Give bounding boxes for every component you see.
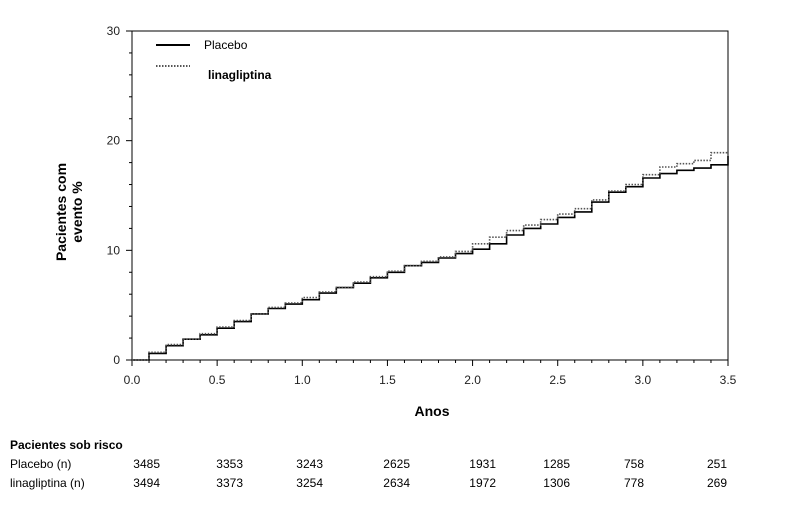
y-axis-ticks: 0 10 20 30 — [107, 24, 132, 367]
x-tick-label: 0.0 — [124, 373, 141, 387]
y-tick-label: 30 — [107, 24, 121, 38]
y-axis-title-line1: Pacientes com — [53, 163, 69, 261]
x-tick-label: 0.5 — [209, 373, 226, 387]
y-axis-title: Pacientes com evento % — [53, 163, 85, 261]
plot-area — [131, 30, 729, 361]
risk-row-linagliptina: linagliptina (n) 3494 3373 3254 2634 197… — [0, 476, 799, 492]
risk-cell: 3494 — [133, 476, 160, 490]
risk-cell: 2634 — [383, 476, 410, 490]
risk-cell: 269 — [706, 476, 727, 490]
legend-label-placebo: Placebo — [204, 38, 248, 52]
legend-label-linagliptina: linagliptina — [208, 68, 272, 82]
y-axis-title-line2: evento % — [69, 181, 85, 243]
risk-row-label: Placebo (n) — [10, 457, 72, 471]
series-lines — [132, 151, 729, 361]
survival-chart: 0 10 20 30 0.0 0.5 1.0 1.5 2.0 2.5 3.0 3.5 Placebo… — [53, 24, 737, 419]
y-tick-label: 10 — [107, 243, 121, 257]
risk-cell: 1285 — [543, 457, 570, 471]
risk-cell: 1931 — [469, 457, 496, 471]
risk-cell: 778 — [623, 476, 644, 490]
x-tick-label: 2.0 — [464, 373, 481, 387]
risk-cell: 251 — [706, 457, 727, 471]
x-axis-ticks: 0.0 0.5 1.0 1.5 2.0 2.5 3.0 3.5 — [124, 360, 737, 387]
series-line-linagliptina — [132, 151, 729, 361]
risk-cell: 1972 — [469, 476, 496, 490]
x-tick-label: 2.5 — [549, 373, 566, 387]
y-tick-label: 20 — [107, 134, 121, 148]
risk-cell: 3254 — [296, 476, 323, 490]
risk-table-title: Pacientes sob risco — [10, 438, 123, 452]
x-tick-label: 3.5 — [720, 373, 737, 387]
risk-cell: 1306 — [543, 476, 570, 490]
y-tick-label: 0 — [113, 353, 120, 367]
risk-cell: 3373 — [216, 476, 243, 490]
x-tick-label: 1.0 — [294, 373, 311, 387]
risk-cell: 3243 — [296, 457, 323, 471]
risk-cell: 3353 — [216, 457, 243, 471]
x-tick-label: 3.0 — [635, 373, 652, 387]
risk-cell: 3485 — [133, 457, 160, 471]
risk-row-placebo: Placebo (n) 3485 3353 3243 2625 1931 128… — [0, 457, 799, 473]
risk-row-label: linagliptina (n) — [10, 476, 85, 490]
x-axis-title: Anos — [415, 403, 450, 419]
risk-cell: 2625 — [383, 457, 410, 471]
x-tick-label: 1.5 — [379, 373, 396, 387]
risk-cell: 758 — [623, 457, 644, 471]
legend: Placebo linagliptina — [156, 38, 272, 82]
